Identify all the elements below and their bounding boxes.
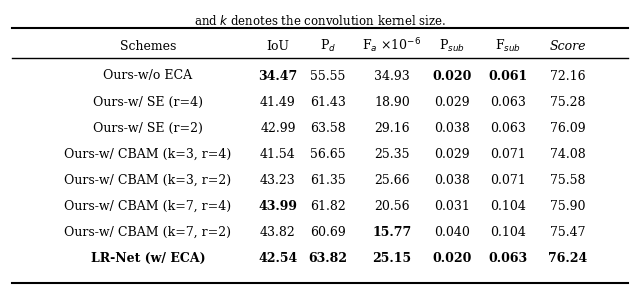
Text: Ours-w/ SE (r=2): Ours-w/ SE (r=2) [93, 121, 203, 135]
Text: 74.08: 74.08 [550, 147, 586, 161]
Text: 0.104: 0.104 [490, 225, 526, 239]
Text: 41.49: 41.49 [260, 95, 296, 109]
Text: 42.99: 42.99 [260, 121, 296, 135]
Text: Ours-w/ CBAM (k=7, r=4): Ours-w/ CBAM (k=7, r=4) [65, 199, 232, 213]
Text: F$_a$ ×10$^{-6}$: F$_a$ ×10$^{-6}$ [362, 37, 422, 55]
Text: P$_d$: P$_d$ [320, 38, 336, 54]
Text: 0.104: 0.104 [490, 199, 526, 213]
Text: 55.55: 55.55 [310, 69, 346, 83]
Text: 0.063: 0.063 [490, 95, 526, 109]
Text: 61.82: 61.82 [310, 199, 346, 213]
Text: 0.040: 0.040 [434, 225, 470, 239]
Text: 43.82: 43.82 [260, 225, 296, 239]
Text: 61.35: 61.35 [310, 173, 346, 187]
Text: 75.47: 75.47 [550, 225, 586, 239]
Text: 20.56: 20.56 [374, 199, 410, 213]
Text: 0.063: 0.063 [490, 121, 526, 135]
Text: 41.54: 41.54 [260, 147, 296, 161]
Text: 75.90: 75.90 [550, 199, 586, 213]
Text: 0.038: 0.038 [434, 121, 470, 135]
Text: 34.47: 34.47 [259, 69, 298, 83]
Text: 76.24: 76.24 [548, 251, 588, 265]
Text: 25.15: 25.15 [372, 251, 412, 265]
Text: 0.071: 0.071 [490, 173, 526, 187]
Text: 0.063: 0.063 [488, 251, 527, 265]
Text: Ours-w/ CBAM (k=3, r=2): Ours-w/ CBAM (k=3, r=2) [65, 173, 232, 187]
Text: IoU: IoU [266, 39, 289, 53]
Text: Score: Score [550, 39, 586, 53]
Text: 76.09: 76.09 [550, 121, 586, 135]
Text: Ours-w/ SE (r=4): Ours-w/ SE (r=4) [93, 95, 203, 109]
Text: 61.43: 61.43 [310, 95, 346, 109]
Text: Schemes: Schemes [120, 39, 176, 53]
Text: 0.038: 0.038 [434, 173, 470, 187]
Text: F$_{sub}$: F$_{sub}$ [495, 38, 521, 54]
Text: Ours-w/ CBAM (k=3, r=4): Ours-w/ CBAM (k=3, r=4) [65, 147, 232, 161]
Text: 0.029: 0.029 [434, 95, 470, 109]
Text: 75.58: 75.58 [550, 173, 586, 187]
Text: 29.16: 29.16 [374, 121, 410, 135]
Text: 56.65: 56.65 [310, 147, 346, 161]
Text: Ours-w/ CBAM (k=7, r=2): Ours-w/ CBAM (k=7, r=2) [65, 225, 232, 239]
Text: 0.029: 0.029 [434, 147, 470, 161]
Text: 75.28: 75.28 [550, 95, 586, 109]
Text: 63.82: 63.82 [308, 251, 348, 265]
Text: 0.020: 0.020 [432, 251, 472, 265]
Text: 34.93: 34.93 [374, 69, 410, 83]
Text: 63.58: 63.58 [310, 121, 346, 135]
Text: P$_{sub}$: P$_{sub}$ [439, 38, 465, 54]
Text: Ours-w/o ECA: Ours-w/o ECA [104, 69, 193, 83]
Text: 18.90: 18.90 [374, 95, 410, 109]
Text: 25.35: 25.35 [374, 147, 410, 161]
Text: 60.69: 60.69 [310, 225, 346, 239]
Text: 43.23: 43.23 [260, 173, 296, 187]
Text: 42.54: 42.54 [259, 251, 298, 265]
Text: 0.061: 0.061 [488, 69, 527, 83]
Text: 72.16: 72.16 [550, 69, 586, 83]
Text: 0.071: 0.071 [490, 147, 526, 161]
Text: 0.031: 0.031 [434, 199, 470, 213]
Text: 25.66: 25.66 [374, 173, 410, 187]
Text: 0.020: 0.020 [432, 69, 472, 83]
Text: and $k$ denotes the convolution kernel size.: and $k$ denotes the convolution kernel s… [194, 14, 446, 28]
Text: 43.99: 43.99 [259, 199, 298, 213]
Text: LR-Net (w/ ECA): LR-Net (w/ ECA) [91, 251, 205, 265]
Text: 15.77: 15.77 [372, 225, 412, 239]
